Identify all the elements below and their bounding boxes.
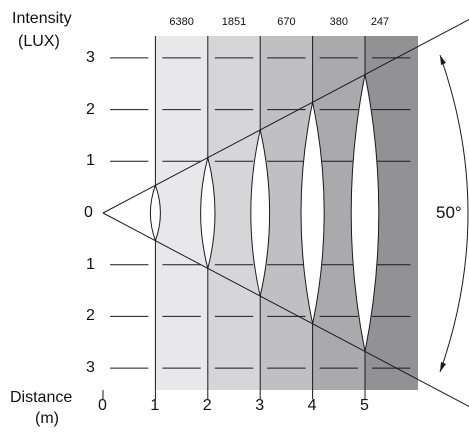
angle-arc: [439, 54, 469, 373]
beam-section-2: [200, 155, 216, 271]
lux-value-2: 1851: [221, 16, 247, 28]
arc-arrow-top: [440, 55, 446, 65]
beam-section-5: [350, 74, 380, 352]
grid-dashes: [110, 57, 411, 369]
x-tick-label: 0: [98, 397, 107, 414]
intensity-band-1: [155, 36, 208, 390]
x-tick-label: 3: [255, 397, 265, 414]
y-tick-label: 0: [84, 204, 93, 221]
beam-angle-label: 50°: [436, 203, 462, 222]
distance-label: Distance: [10, 389, 73, 406]
x-tick-label: 4: [307, 397, 317, 414]
lux-value-5: 247: [370, 16, 390, 28]
y-tick-label: 2: [86, 100, 95, 118]
x-tick-label: 1: [150, 397, 160, 414]
intensity-unit: (LUX): [18, 33, 60, 50]
arc-arrow-bottom: [440, 362, 446, 372]
y-tick-label: 1: [86, 255, 95, 273]
beam-cross-sections: [149, 74, 380, 352]
beam-angle-arc: [439, 54, 469, 373]
beam-lower-edge: [102, 212, 469, 408]
lux-value-3: 670: [277, 16, 296, 28]
beam-section-3: [250, 129, 271, 297]
y-tick-label: 3: [86, 48, 95, 66]
lux-value-1: 6380: [169, 16, 194, 28]
beam-upper-edge: [102, 18, 469, 214]
lux-value-4: 380: [329, 16, 348, 28]
y-tick-label: 3: [86, 359, 95, 377]
x-tick-label: 2: [202, 397, 212, 414]
distance-unit: (m): [35, 410, 59, 427]
y-tick-label: 1: [86, 152, 95, 170]
beam-section-1: [149, 183, 161, 243]
y-tick-label: 2: [86, 307, 95, 325]
x-tick-label: 5: [360, 397, 369, 414]
beam-cone: [102, 18, 469, 408]
intensity-title: Intensity: [12, 10, 72, 27]
beam-section-4: [300, 102, 325, 324]
